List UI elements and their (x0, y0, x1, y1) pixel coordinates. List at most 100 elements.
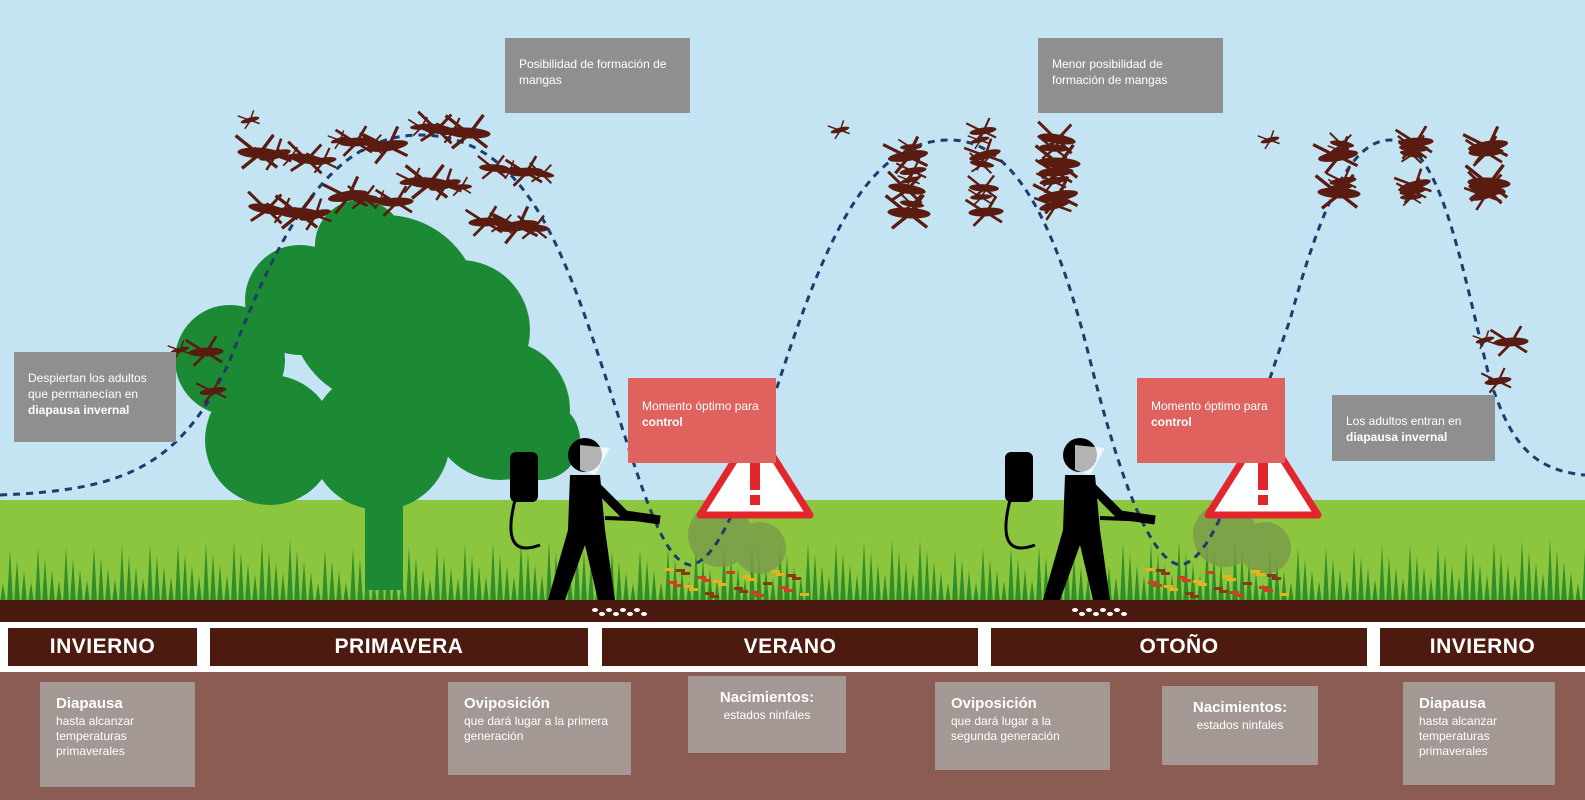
callout-text: Posibilidad de formación de mangas (519, 57, 666, 87)
egg (1093, 612, 1099, 616)
nymph (689, 588, 698, 591)
callout-text: Momento óptimo para (1151, 399, 1268, 413)
tank (510, 452, 538, 502)
nymph (1272, 577, 1281, 580)
nymph (739, 590, 748, 593)
season-label: INVIERNO (1380, 628, 1585, 666)
egg (1086, 608, 1092, 612)
callout-bold: diapausa invernal (28, 403, 129, 417)
nymph (665, 568, 674, 571)
callout-bold: diapausa invernal (1346, 430, 1447, 444)
nymph (1264, 589, 1273, 592)
nymph (726, 571, 735, 574)
dot (750, 495, 760, 505)
season-name: VERANO (744, 635, 837, 659)
nymph (1193, 580, 1202, 583)
stage-text: estados ninfales (1197, 718, 1284, 732)
nozzle (1100, 518, 1155, 520)
nymph (1156, 569, 1165, 572)
nymph (681, 572, 690, 575)
nymph (1148, 581, 1157, 584)
stage-text: hasta alcanzar temperaturas primaverales (56, 714, 134, 758)
egg (641, 612, 647, 616)
nymph (676, 569, 685, 572)
stage-title: Nacimientos: (704, 690, 830, 705)
stage-title: Nacimientos: (1178, 700, 1302, 715)
season-label: INVIERNO (8, 628, 197, 666)
nymph (1227, 578, 1236, 581)
egg (599, 612, 605, 616)
stage-title: Oviposición (951, 696, 1094, 711)
nymph (755, 594, 764, 597)
stage-title: Oviposición (464, 696, 615, 711)
nymph (747, 578, 756, 581)
stage-box: Diapausa hasta alcanzar temperaturas prim… (40, 682, 195, 787)
tank (1005, 452, 1033, 502)
dot (1258, 495, 1268, 505)
callout-text: Los adultos entran en (1346, 414, 1461, 428)
stage-text: hasta alcanzar temperaturas primaverales (1419, 714, 1497, 758)
egg (1072, 608, 1078, 612)
callout-text: Menor posibilidad de formación de mangas (1052, 57, 1167, 87)
soil (0, 600, 1585, 622)
nymph (668, 581, 677, 584)
nymph (792, 577, 801, 580)
nymph (1230, 591, 1239, 594)
nymph (800, 593, 809, 596)
stage-box: Nacimientos: estados ninfales (1162, 686, 1318, 765)
egg (1079, 612, 1085, 616)
season-label: OTOÑO (991, 628, 1367, 666)
nymph (1256, 573, 1265, 576)
season-name: INVIERNO (50, 635, 156, 659)
nymph (784, 589, 793, 592)
nymph (1280, 593, 1289, 596)
nymph (1145, 568, 1154, 571)
season-name: INVIERNO (1430, 635, 1536, 659)
egg (1107, 612, 1113, 616)
season-label: PRIMAVERA (210, 628, 588, 666)
callout-bold: control (642, 415, 683, 429)
egg (627, 612, 633, 616)
nymph (1169, 588, 1178, 591)
nymph (1251, 570, 1260, 573)
nymph (742, 575, 751, 578)
callout: Despiertan los adultos que permanecían e… (14, 352, 176, 442)
egg (634, 608, 640, 612)
nymph (702, 579, 711, 582)
nymph (705, 592, 714, 595)
nymph (1235, 594, 1244, 597)
nymph (1206, 571, 1215, 574)
nymph (673, 584, 682, 587)
egg (613, 612, 619, 616)
nymph (718, 583, 727, 586)
egg (606, 608, 612, 612)
callout: Los adultos entran en diapausa invernal (1332, 395, 1495, 461)
season-name: OTOÑO (1139, 635, 1218, 659)
nymph (1243, 582, 1252, 585)
callout: Menor posibilidad de formación de mangas (1038, 38, 1223, 113)
nymph (1198, 583, 1207, 586)
callout-text: Momento óptimo para (642, 399, 759, 413)
egg (620, 608, 626, 612)
nymph (1214, 587, 1223, 590)
stage-text: que dará lugar a la segunda generación (951, 714, 1060, 743)
nymph (1267, 574, 1276, 577)
nymph (1222, 575, 1231, 578)
callout: Posibilidad de formación de mangas (505, 38, 690, 113)
nymph (1182, 579, 1191, 582)
nymph (1177, 576, 1186, 579)
nymph (1219, 590, 1228, 593)
egg (592, 608, 598, 612)
stage-title: Diapausa (56, 696, 179, 711)
callout-text: Despiertan los adultos que permanecían e… (28, 371, 147, 401)
nymph (776, 573, 785, 576)
nymph (763, 582, 772, 585)
stage-text: que dará lugar a la primera generación (464, 714, 608, 743)
nymph (1161, 572, 1170, 575)
nymph (1164, 585, 1173, 588)
stage-box: Nacimientos:estados ninfales (688, 676, 846, 753)
nymph (697, 576, 706, 579)
callout: Momento óptimo para control (1137, 378, 1285, 463)
nymph (734, 587, 743, 590)
nymph (684, 585, 693, 588)
